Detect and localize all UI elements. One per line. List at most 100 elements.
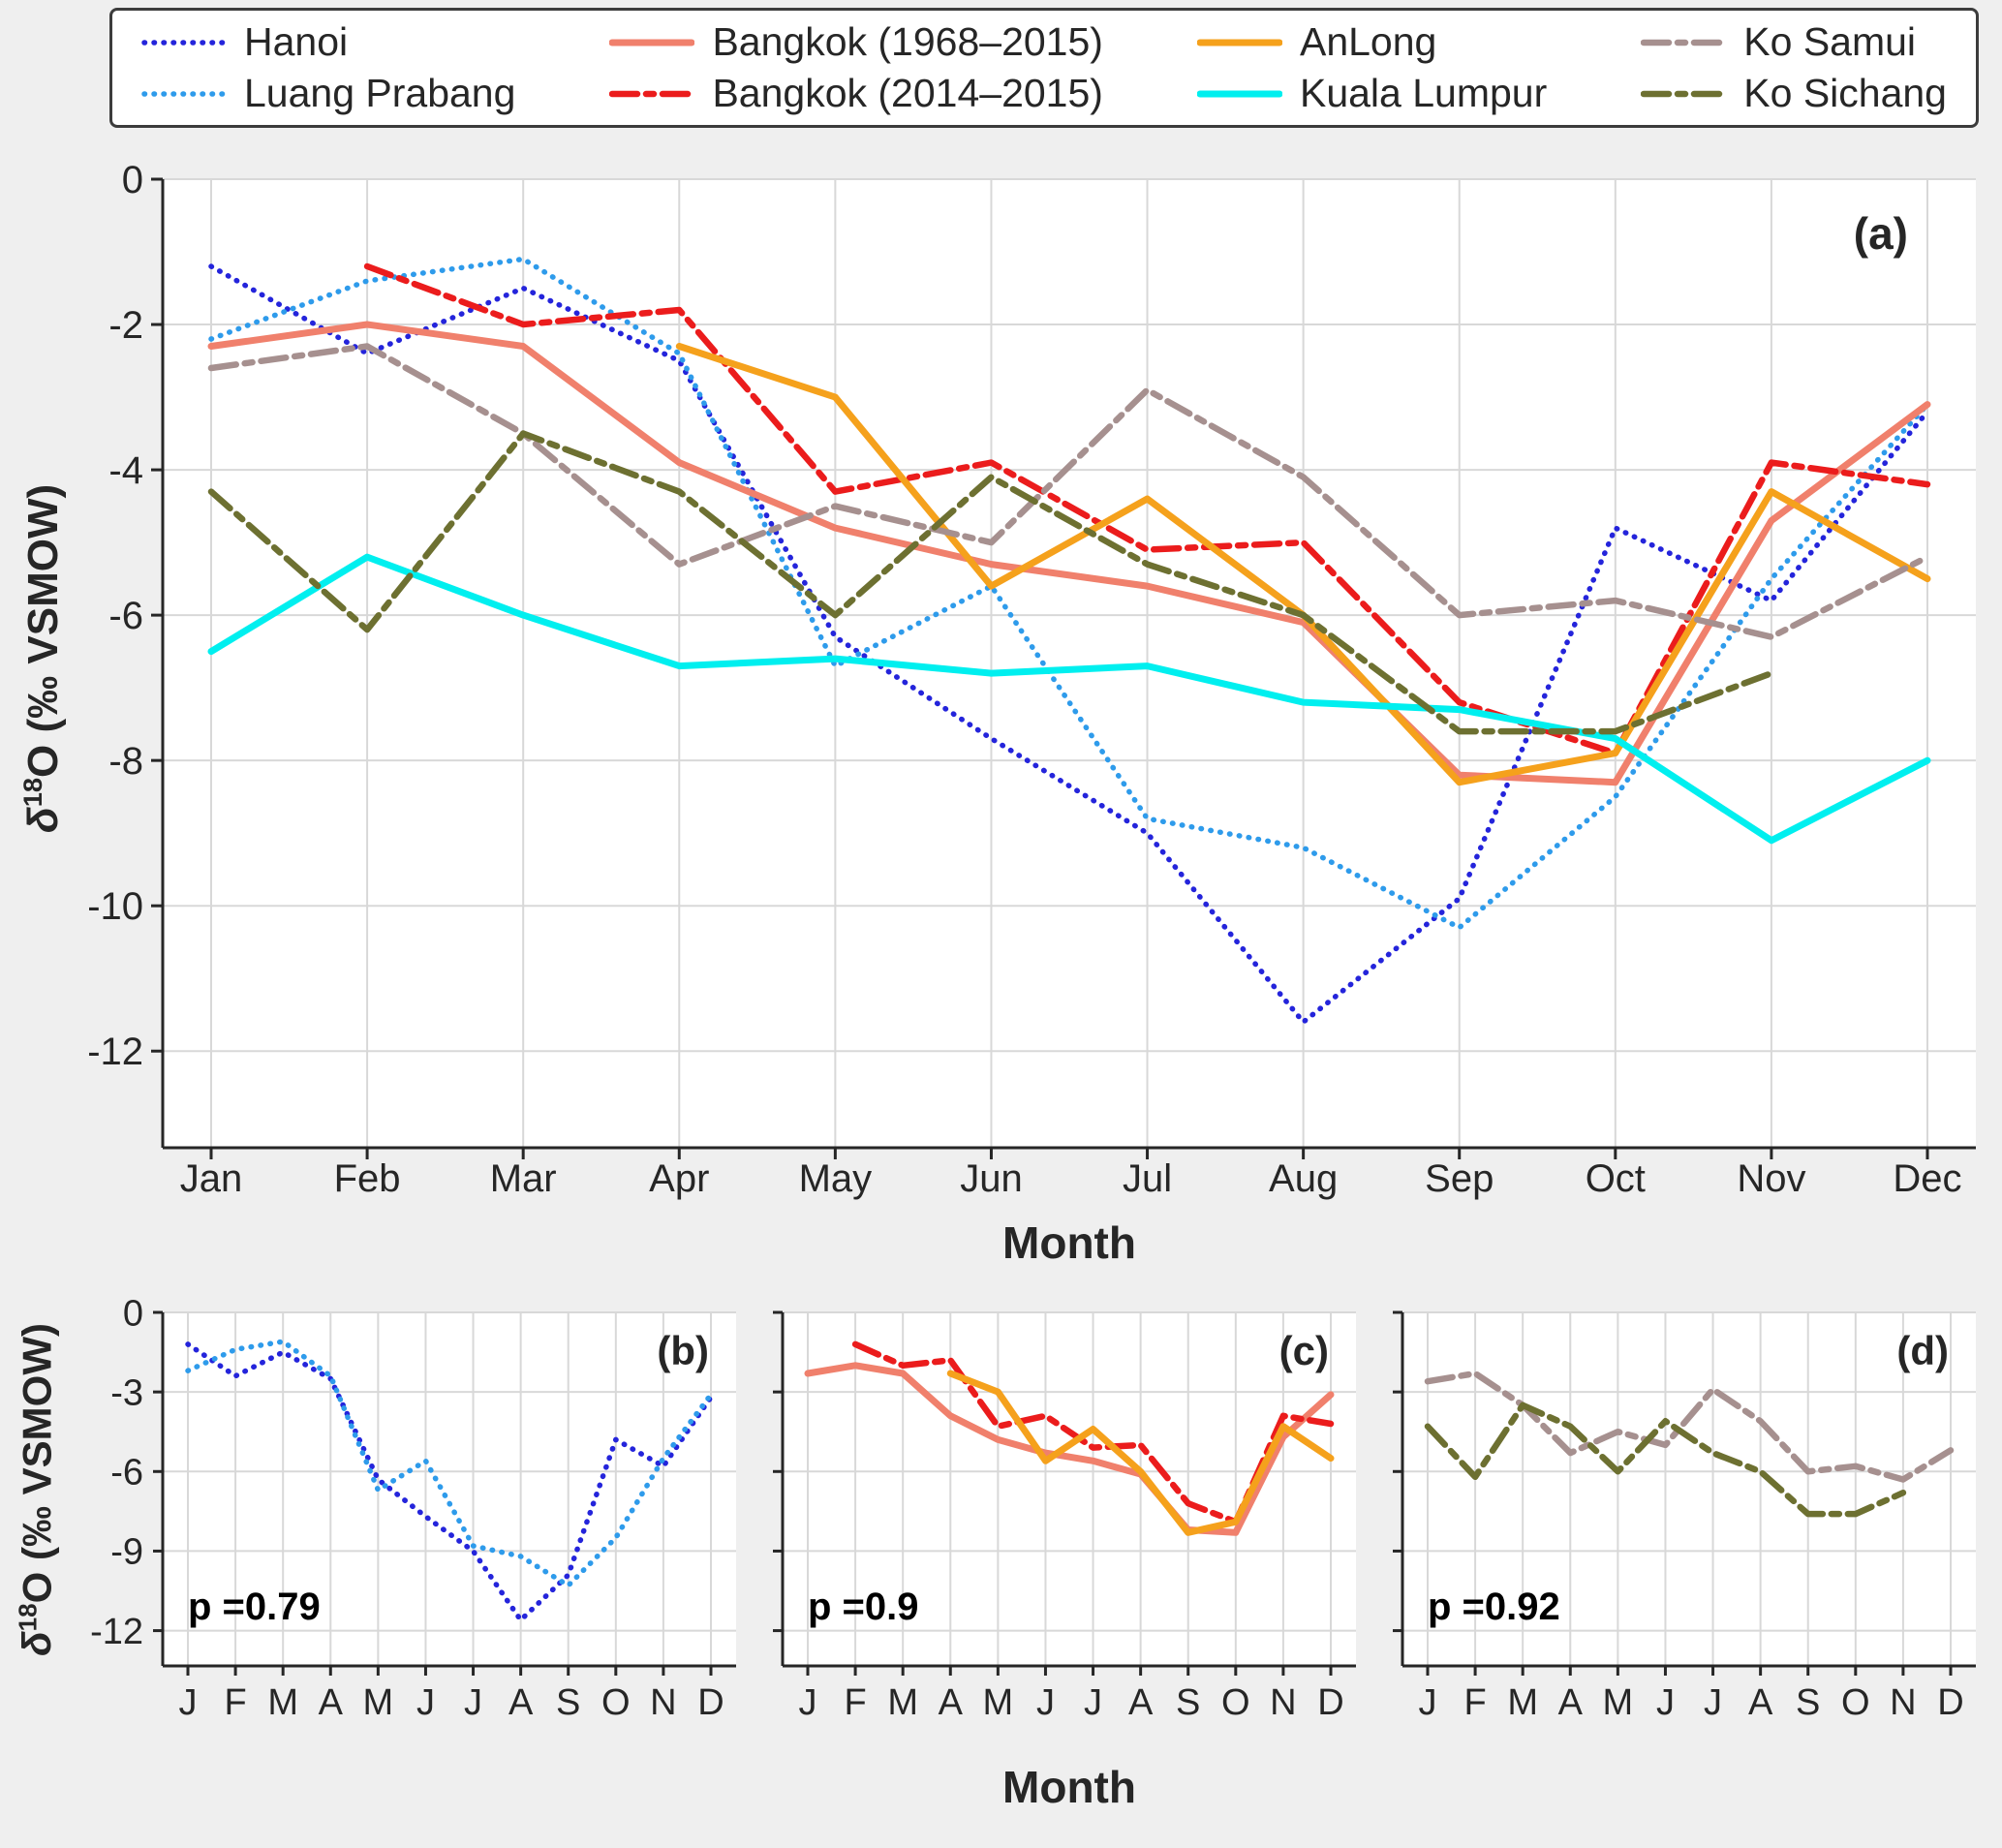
x-tick-label: Feb — [334, 1157, 401, 1200]
legend-item-ko_samui: Ko Samui — [1641, 19, 1947, 65]
delta-symbol: δ — [14, 1631, 60, 1656]
chart-panel-a: Jan Feb Mar Apr May Jun Jul Aug Sep Oct Nov Dec 0 -2 -… — [87, 159, 1976, 1200]
series-ko_samui — [1424, 1370, 1955, 1483]
x-tick-label: A — [508, 1682, 534, 1723]
y-tick-label: -3 — [110, 1372, 143, 1413]
x-tick-label: D — [1317, 1682, 1343, 1723]
p-value-annotation: p =0.79 — [188, 1586, 321, 1628]
x-axis-label-bottom: Month — [1002, 1762, 1136, 1812]
y-tick-label: -4 — [108, 449, 143, 492]
chart-panels-bcd: J F M A M J J A S O N D0-3-6-9-12(b)p =0.79J F M A M J J A… — [90, 1293, 1976, 1723]
x-tick-label: M — [983, 1682, 1014, 1723]
legend-label: Kuala Lumpur — [1299, 71, 1548, 115]
series-bangkok_2014_2015 — [363, 262, 1931, 756]
legend-item-luang_prabang: Luang Prabang — [141, 71, 515, 116]
x-tick-label: A — [319, 1682, 344, 1723]
legend-label: Bangkok (2014–2015) — [712, 71, 1103, 115]
x-tick-label: N — [650, 1682, 676, 1723]
x-tick-label: J — [1084, 1682, 1102, 1723]
series-ko_samui — [207, 343, 1931, 640]
legend-line-sample-kuala_lumpur — [1196, 90, 1282, 97]
x-tick-label: F — [224, 1682, 246, 1723]
plot-area — [1402, 1312, 1976, 1666]
series-hanoi — [185, 1341, 714, 1623]
series-ko_sichang — [207, 430, 1775, 735]
plot-area — [163, 1312, 736, 1666]
x-tick-label: J — [464, 1682, 482, 1723]
legend-item-kuala_lumpur: Kuala Lumpur — [1196, 71, 1548, 116]
series-bangkok_1968_2015 — [804, 1362, 1335, 1536]
series-anlong — [946, 1370, 1335, 1536]
y-axis-label-top: δ18O (‰ VSMOW) — [17, 484, 68, 833]
x-tick-label: O — [1221, 1682, 1250, 1723]
legend-item-hanoi: Hanoi — [141, 19, 515, 65]
isotope-superscript: 18 — [17, 777, 48, 808]
x-tick-label: Sep — [1425, 1157, 1494, 1200]
legend-label: Luang Prabang — [244, 71, 516, 115]
x-tick-label: D — [1937, 1682, 1963, 1723]
panel-label-a: (a) — [1854, 208, 1908, 259]
panel-a: Jan Feb Mar Apr May Jun Jul Aug Sep Oct Nov Dec 0 -2 -… — [87, 159, 1976, 1200]
x-tick-label: Apr — [649, 1157, 709, 1200]
legend-item-ko_sichang: Ko Sichang — [1641, 71, 1947, 116]
legend-item-anlong: AnLong — [1196, 19, 1547, 65]
legend-label: AnLong — [1299, 19, 1437, 64]
legend-label: Ko Samui — [1743, 19, 1917, 64]
x-tick-label: F — [844, 1682, 866, 1723]
x-tick-label: Jul — [1123, 1157, 1172, 1200]
p-value-annotation: p =0.9 — [808, 1586, 919, 1628]
x-tick-label: J — [1036, 1682, 1055, 1723]
x-tick-label: O — [601, 1682, 631, 1723]
panel-c: J F M A M J J A S O N D(c)p =0.9 — [773, 1310, 1356, 1723]
x-tick-label: Jan — [180, 1157, 243, 1200]
x-tick-label: A — [1748, 1682, 1773, 1723]
x-tick-label: Nov — [1737, 1157, 1805, 1200]
legend-label: Hanoi — [244, 19, 349, 64]
y-tick-label: -6 — [108, 595, 143, 637]
x-tick-label: Oct — [1586, 1157, 1646, 1200]
series-ko_sichang — [1424, 1401, 1907, 1518]
y-axis-unit-text: O (‰ VSMOW) — [18, 483, 67, 778]
series-luang_prabang — [208, 256, 1930, 931]
panel-b: J F M A M J J A S O N D0-3-6-9-12(b)p =0.79 — [90, 1293, 736, 1723]
panel-d: J F M A M J J A S O N D(d)p =0.92 — [1393, 1310, 1976, 1723]
legend-line-sample-ko_samui — [1641, 39, 1727, 46]
panel-label-d: (d) — [1896, 1328, 1949, 1373]
y-axis-unit-text: O (‰ VSMOW) — [14, 1323, 60, 1604]
legend-line-sample-bangkok_1968_2015 — [609, 39, 695, 46]
y-axis-label-bottom: δ18O (‰ VSMOW) — [14, 1323, 61, 1656]
legend-line-sample-ko_sichang — [1641, 90, 1727, 97]
x-tick-label: J — [1704, 1682, 1722, 1723]
x-tick-label: N — [1890, 1682, 1916, 1723]
x-tick-label: J — [179, 1682, 198, 1723]
legend-item-bangkok_2014_2015: Bangkok (2014–2015) — [609, 71, 1103, 116]
series-luang_prabang — [185, 1339, 714, 1588]
x-tick-label: M — [1603, 1682, 1634, 1723]
legend-line-sample-bangkok_2014_2015 — [609, 90, 695, 97]
x-tick-label: S — [1176, 1682, 1200, 1723]
legend-label: Bangkok (1968–2015) — [712, 19, 1103, 64]
series-bangkok_1968_2015 — [207, 321, 1931, 786]
x-tick-label: D — [697, 1682, 724, 1723]
x-tick-label: M — [1507, 1682, 1538, 1723]
series-kuala_lumpur — [207, 553, 1931, 845]
y-tick-label: 0 — [123, 1293, 143, 1334]
x-tick-label: Jun — [960, 1157, 1023, 1200]
x-tick-label: J — [1419, 1682, 1437, 1723]
x-tick-label: M — [887, 1682, 918, 1723]
legend-item-bangkok_1968_2015: Bangkok (1968–2015) — [609, 19, 1103, 65]
x-tick-label: N — [1270, 1682, 1296, 1723]
legend-line-sample-anlong — [1196, 39, 1282, 46]
x-tick-label: Dec — [1893, 1157, 1961, 1200]
x-tick-label: Aug — [1269, 1157, 1338, 1200]
x-tick-label: S — [1796, 1682, 1820, 1723]
y-tick-label: -9 — [110, 1532, 143, 1573]
series-hanoi — [208, 263, 1930, 1025]
legend-label: Ko Sichang — [1743, 71, 1947, 115]
y-tick-label: -12 — [90, 1612, 143, 1652]
y-tick-label: -10 — [87, 885, 143, 928]
x-tick-label: M — [363, 1682, 394, 1723]
isotope-superscript: 18 — [13, 1603, 43, 1632]
x-tick-label: A — [1128, 1682, 1154, 1723]
